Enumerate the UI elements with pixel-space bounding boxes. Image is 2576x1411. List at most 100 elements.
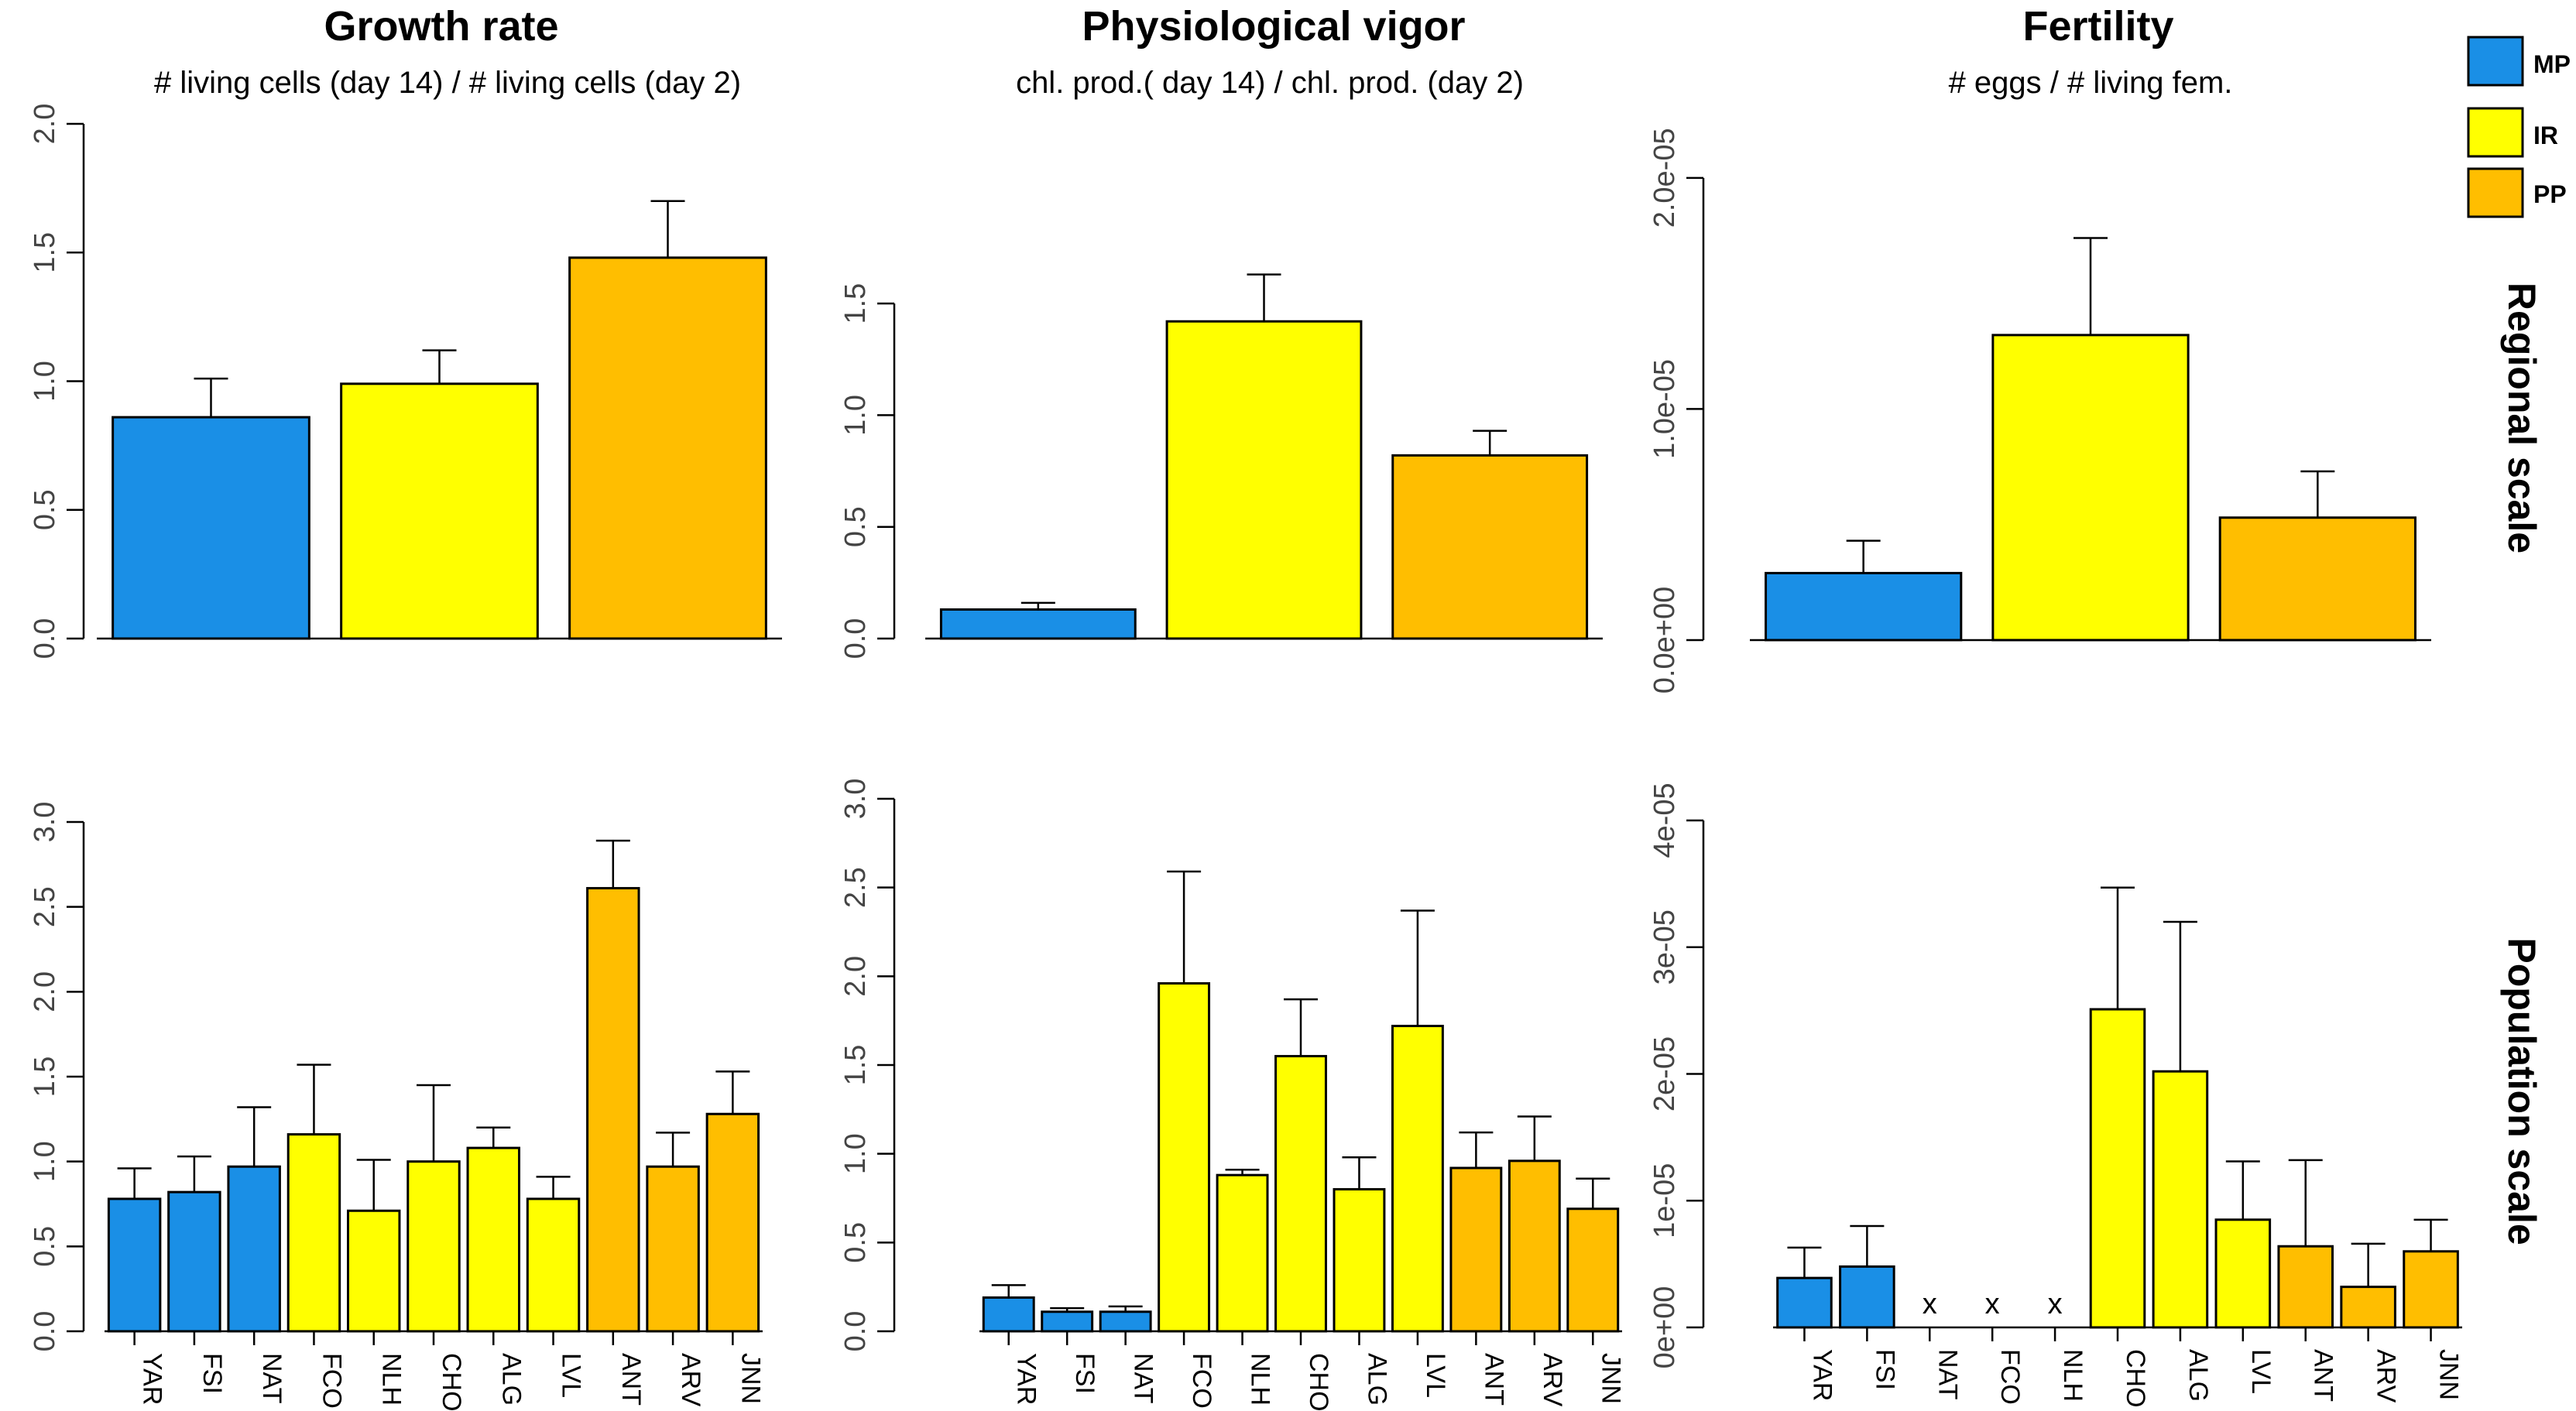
row-label-regional: Regional scale bbox=[2500, 283, 2543, 553]
missing-value-mark: x bbox=[1923, 1288, 1937, 1320]
x-tick-label: ARV bbox=[1538, 1353, 1567, 1407]
bar-ir bbox=[1991, 334, 2190, 642]
bar-ir bbox=[340, 382, 539, 640]
x-tick-label: LVL bbox=[1421, 1353, 1450, 1398]
y-tick-label: 0.0 bbox=[839, 618, 872, 659]
chart-growth-rate-regional: 0.0 0.5 1.0 1.5 2.0 bbox=[29, 104, 782, 659]
y-tick-label: 1.5 bbox=[29, 1057, 61, 1098]
y-tick-label: 0.0 bbox=[29, 618, 61, 659]
bar-nlh bbox=[347, 1209, 401, 1333]
x-tick-label: JNN bbox=[2434, 1349, 2464, 1400]
bar-yar bbox=[1776, 1276, 1833, 1329]
bar-mp bbox=[939, 608, 1137, 640]
x-tick-label: JNN bbox=[1596, 1353, 1625, 1404]
bar-arv bbox=[646, 1165, 700, 1333]
y-tick-label: 0.5 bbox=[839, 1222, 872, 1263]
row-label-population: Population scale bbox=[2500, 937, 2543, 1245]
y-tick-label: 1.0 bbox=[839, 1133, 872, 1174]
x-tick-label: NAT bbox=[257, 1353, 286, 1403]
x-tick-label: YAR bbox=[1807, 1349, 1837, 1401]
bar-lvl bbox=[1391, 1025, 1444, 1333]
x-tick-label: ANT bbox=[1479, 1353, 1508, 1406]
bar-jnn bbox=[2403, 1250, 2459, 1329]
bar-arv bbox=[2340, 1286, 2396, 1329]
y-tick-label: 2e-05 bbox=[1648, 1036, 1681, 1111]
y-tick-label: 1.0 bbox=[29, 361, 61, 402]
x-tick-label: NAT bbox=[1933, 1349, 1962, 1399]
x-tick-label: FCO bbox=[1187, 1353, 1216, 1409]
y-tick-label: 1.0e-05 bbox=[1648, 359, 1681, 459]
bar-lvl bbox=[526, 1197, 581, 1333]
x-tick-label: CHO bbox=[2121, 1349, 2150, 1408]
y-tick-label: 2.5 bbox=[839, 867, 872, 908]
missing-value-mark: x bbox=[2048, 1288, 2063, 1320]
bar-cho bbox=[1274, 1055, 1327, 1333]
bar-fco bbox=[286, 1133, 341, 1333]
chart-growth-rate-population: 0.0 0.5 1.0 1.5 2.0 2.5 3.0 YAR FSI NAT FCO NLH CHO A… bbox=[29, 802, 765, 1411]
x-tick-label: FSI bbox=[1870, 1349, 1899, 1390]
x-tick-label: CHO bbox=[437, 1353, 466, 1411]
bar-cho bbox=[406, 1160, 461, 1333]
bar-alg bbox=[1333, 1188, 1386, 1333]
chart-physiological-vigor-regional: 0.0 0.5 1.0 1.5 bbox=[839, 273, 1603, 659]
bar-arv bbox=[1508, 1159, 1561, 1333]
bar-alg bbox=[466, 1146, 521, 1333]
title-physiological-vigor: Physiological vigor bbox=[1082, 3, 1465, 50]
x-tick-label: JNN bbox=[736, 1353, 765, 1404]
bar-pp bbox=[568, 256, 767, 640]
y-tick-label: 3.0 bbox=[29, 802, 61, 843]
x-tick-label: ARV bbox=[2372, 1349, 2401, 1403]
bar-pp bbox=[1391, 454, 1589, 640]
x-tick-label: ARV bbox=[676, 1353, 705, 1407]
bar-jnn bbox=[1566, 1207, 1620, 1333]
bar-fsi bbox=[167, 1190, 221, 1333]
x-tick-label: YAR bbox=[138, 1353, 167, 1405]
legend-swatch-mp bbox=[2467, 36, 2524, 87]
x-tick-label: LVL bbox=[2246, 1349, 2276, 1394]
y-tick-label: 0.0 bbox=[839, 1311, 872, 1352]
subtitle-fertility: # eggs / # living fem. bbox=[1949, 66, 2233, 100]
bar-lvl bbox=[2214, 1218, 2272, 1329]
bar-fsi bbox=[1839, 1265, 1895, 1329]
chart-fertility-regional: 0.0e+00 1.0e-05 2.0e-05 bbox=[1648, 128, 2431, 694]
legend-swatch-ir bbox=[2467, 107, 2524, 158]
y-tick-label: 2.0 bbox=[839, 956, 872, 997]
x-tick-label: ALG bbox=[2183, 1349, 2213, 1402]
x-tick-label: NLH bbox=[2058, 1349, 2087, 1402]
y-tick-label: 0.5 bbox=[29, 489, 61, 530]
y-tick-label: 1.5 bbox=[29, 232, 61, 273]
x-tick-label: NLH bbox=[1246, 1353, 1275, 1406]
y-tick-label: 1e-05 bbox=[1648, 1163, 1681, 1238]
x-tick-label: ANT bbox=[616, 1353, 646, 1406]
subtitle-physiological-vigor: chl. prod.( day 14) / chl. prod. (day 2) bbox=[1016, 66, 1524, 100]
y-tick-label: 1.5 bbox=[839, 283, 872, 324]
y-tick-label: 1.0 bbox=[839, 395, 872, 436]
chart-fertility-population: 0e+00 1e-05 2e-05 3e-05 4e-05 YAR FSI x NAT x FCO x… bbox=[1648, 783, 2464, 1407]
x-tick-label: ANT bbox=[2309, 1349, 2338, 1402]
bar-yar bbox=[107, 1197, 162, 1333]
bar-pp bbox=[2218, 516, 2417, 642]
x-tick-label: NLH bbox=[377, 1353, 406, 1406]
y-tick-label: 1.0 bbox=[29, 1141, 61, 1182]
bar-nat bbox=[227, 1165, 281, 1333]
y-tick-label: 1.5 bbox=[839, 1045, 872, 1086]
legend-label-ir: IR bbox=[2533, 122, 2558, 149]
x-tick-label: FSI bbox=[1070, 1353, 1099, 1394]
legend-label-pp: PP bbox=[2533, 180, 2567, 208]
bar-yar bbox=[982, 1296, 1035, 1333]
bar-jnn bbox=[705, 1112, 760, 1333]
x-tick-label: FSI bbox=[197, 1353, 227, 1394]
y-tick-label: 0.0e+00 bbox=[1648, 587, 1681, 694]
title-fertility: Fertility bbox=[2022, 3, 2173, 50]
x-tick-label: FCO bbox=[1995, 1349, 2025, 1405]
bar-ant bbox=[586, 887, 640, 1333]
chart-physiological-vigor-population: 0.0 0.5 1.0 1.5 2.0 2.5 3.0 YAR FSI NAT FCO NLH CHO A… bbox=[839, 779, 1625, 1411]
missing-value-mark: x bbox=[1985, 1288, 2000, 1320]
bar-mp bbox=[1765, 571, 1963, 642]
legend: MP IR PP bbox=[2467, 36, 2571, 218]
x-tick-label: ALG bbox=[1362, 1353, 1391, 1406]
x-tick-label: YAR bbox=[1012, 1353, 1041, 1405]
bar-fco bbox=[1158, 982, 1211, 1333]
y-tick-label: 2.0 bbox=[29, 971, 61, 1012]
